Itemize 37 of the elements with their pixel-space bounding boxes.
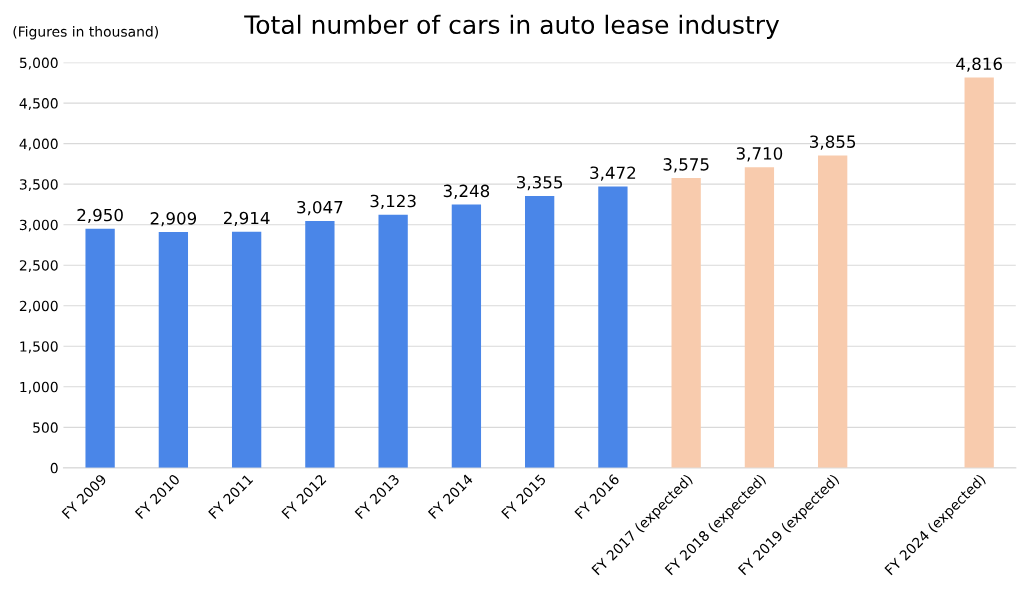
data-label: 2,909 [150, 212, 197, 227]
bar [525, 195, 555, 468]
y-tick-label: 4,000 [19, 138, 58, 151]
y-tick-label: 500 [33, 422, 58, 433]
y-tick-label: 4,500 [19, 98, 58, 110]
y-tick-label: 1,500 [20, 341, 58, 354]
data-label: 2,950 [77, 208, 123, 224]
y-tick-label: 1,000 [20, 381, 58, 394]
bar [598, 186, 628, 468]
bar [744, 167, 775, 468]
data-label: 3,355 [517, 175, 563, 191]
bar [158, 232, 189, 468]
y-tick-label: 2,000 [19, 300, 58, 313]
bar [671, 178, 701, 468]
data-label: 3,575 [663, 158, 709, 173]
data-label: 3,047 [297, 200, 343, 216]
data-label: 3,248 [443, 184, 490, 199]
y-tick-label: 3,500 [19, 179, 58, 192]
y-tick-label: 2,500 [19, 260, 58, 273]
bar [231, 231, 262, 468]
bar [378, 214, 408, 468]
bar [964, 77, 994, 468]
bar [85, 228, 115, 468]
data-label: 4,816 [956, 57, 1002, 72]
y-tick-label: 0 [50, 462, 58, 474]
data-label: 3,472 [590, 166, 636, 181]
y-tick-label: 5,000 [19, 57, 58, 70]
y-tick-label: 3,000 [19, 219, 58, 232]
data-label: 3,855 [810, 135, 856, 150]
chart-title: Total number of cars in auto lease industry [244, 14, 780, 39]
data-label: 3,710 [736, 147, 783, 162]
bar [305, 220, 335, 468]
data-label: 2,914 [223, 211, 270, 226]
bar [451, 204, 482, 468]
data-label: 3,123 [370, 194, 416, 210]
y-axis-title: (Figures in thousand) [13, 26, 158, 40]
bar [818, 155, 848, 468]
